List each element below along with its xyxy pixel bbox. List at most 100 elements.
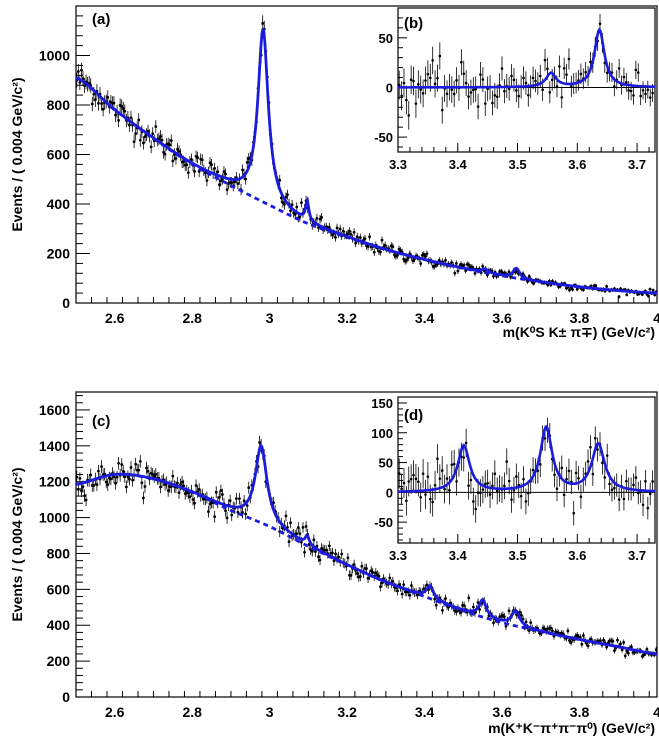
inset-data-point (491, 101, 494, 105)
data-point (396, 589, 399, 593)
inset-data-point (639, 94, 642, 98)
data-point (619, 642, 622, 646)
inset-data-point (503, 484, 506, 488)
data-point (371, 571, 375, 574)
inset-data-point (405, 499, 408, 503)
data-point (400, 592, 404, 596)
data-point (188, 495, 192, 499)
inset-data-point (584, 70, 587, 74)
data-point (499, 269, 503, 273)
x-axis-title: m(K⁺K⁻π⁺π⁻π⁰) (GeV/c²) (488, 720, 655, 736)
data-point (151, 132, 155, 136)
data-point (338, 227, 342, 231)
data-point (612, 649, 616, 653)
inset-data-point (472, 88, 475, 92)
data-point (78, 476, 82, 480)
inset-data-point (407, 114, 411, 117)
data-point (654, 648, 657, 652)
inset-data-point (409, 477, 413, 481)
inset-data-point (589, 445, 592, 449)
data-point (245, 160, 249, 164)
inset-data-point (593, 436, 597, 440)
data-point (258, 441, 261, 444)
inset-data-point (515, 89, 518, 92)
inset-data-point (648, 96, 652, 99)
data-point (106, 483, 110, 487)
inset-y-tick-label: 50 (379, 31, 393, 46)
data-point (193, 170, 196, 173)
x-tick-label: 3.2 (337, 704, 357, 720)
data-point (100, 465, 103, 468)
inset-data-point (510, 498, 513, 501)
data-point (149, 145, 153, 149)
y-tick-label: 400 (47, 617, 71, 633)
inset-data-point (622, 75, 626, 79)
data-point (569, 641, 573, 644)
inset-data-point (431, 59, 434, 62)
data-point (298, 215, 302, 219)
inset-data-point (622, 497, 626, 501)
data-point (320, 215, 323, 219)
data-point (433, 597, 437, 601)
data-point (551, 629, 554, 633)
inset-data-point (419, 495, 423, 499)
data-point (93, 98, 97, 102)
inset-x-tick-label: 3.3 (389, 157, 407, 172)
data-point (241, 511, 244, 514)
inset-data-point (636, 71, 640, 74)
data-point (138, 459, 142, 463)
data-point (112, 475, 116, 479)
data-point (391, 245, 395, 249)
total-fit-line (76, 28, 657, 295)
data-point (626, 651, 630, 655)
inset-data-point (405, 98, 408, 102)
inset-x-tick-label: 3.6 (568, 157, 586, 172)
inset-data-point (440, 469, 444, 472)
data-point (335, 226, 339, 230)
data-point (104, 480, 108, 484)
data-point (289, 209, 292, 213)
data-point (502, 615, 506, 619)
data-point (379, 250, 382, 254)
data-point (114, 113, 117, 117)
data-point (324, 548, 328, 552)
data-point (182, 484, 186, 488)
inset-data-point (479, 491, 482, 495)
data-point (261, 22, 265, 25)
data-point (318, 217, 322, 221)
data-point (129, 466, 133, 469)
data-point (114, 481, 117, 485)
inset-y-tick-label: 0 (386, 485, 393, 500)
data-point (197, 487, 201, 491)
inset-data-point (445, 477, 449, 480)
inset-x-tick-label: 3.5 (508, 548, 526, 563)
inset-data-point (443, 487, 446, 491)
inset-data-point (402, 481, 406, 485)
data-point (121, 470, 125, 473)
inset-data-point (605, 454, 609, 457)
data-point (296, 526, 300, 529)
data-point (586, 644, 590, 648)
data-point (408, 593, 412, 597)
inset-data-point (613, 85, 616, 88)
data-point (599, 639, 602, 643)
inset-data-point (634, 68, 638, 72)
inset-data-point (629, 89, 633, 93)
data-point (134, 462, 138, 466)
inset-data-point (464, 441, 468, 445)
inset-data-point (510, 74, 513, 78)
inset-data-point (572, 511, 576, 515)
data-point (216, 170, 220, 174)
inset-x-tick-label: 3.7 (628, 157, 646, 172)
data-point (225, 188, 229, 192)
inset-data-point (596, 448, 599, 451)
data-point (128, 477, 131, 481)
y-tick-label: 400 (47, 196, 71, 212)
data-point (134, 132, 138, 136)
inset-data-point (526, 93, 530, 97)
data-point (245, 504, 249, 507)
data-point (582, 634, 585, 637)
inset-data-point (512, 78, 516, 82)
x-tick-label: 2.6 (105, 704, 125, 720)
inset-data-point (467, 95, 470, 98)
